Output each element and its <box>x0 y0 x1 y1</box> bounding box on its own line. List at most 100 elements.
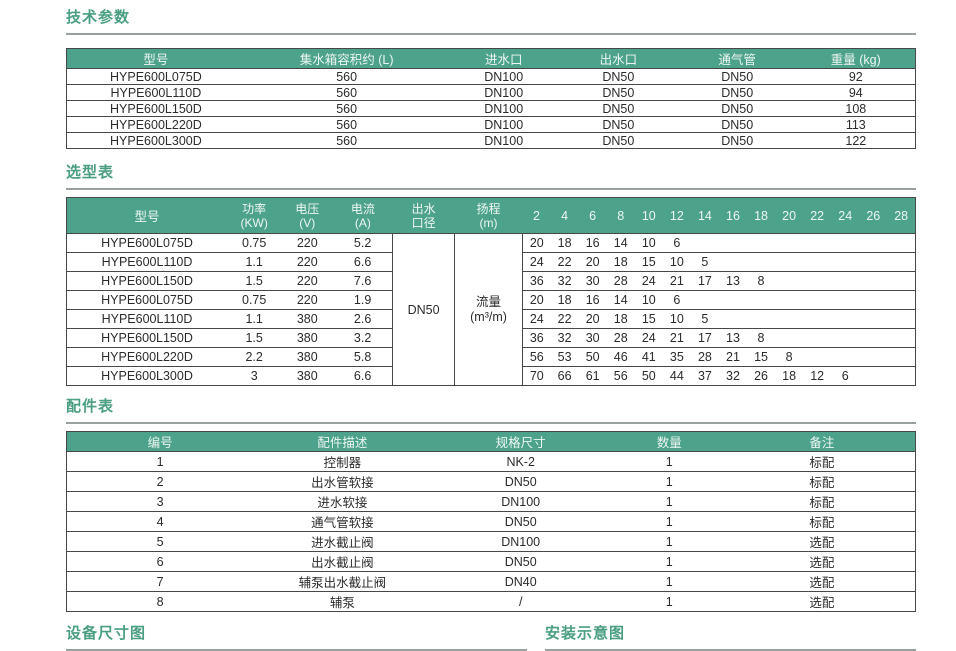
flow-cell <box>803 290 832 310</box>
flow-cell: 14 <box>606 233 635 253</box>
cell-remark: 选配 <box>728 551 916 572</box>
flow-cell: 20 <box>578 309 607 329</box>
column-header: 规格尺寸 <box>431 431 610 452</box>
cell-inlet: DN100 <box>448 100 559 117</box>
cell-remark: 标配 <box>728 511 916 532</box>
section-title-tech-params: 技术参数 <box>66 9 131 26</box>
cell-spec: DN100 <box>431 491 610 512</box>
cell-power: 0.75 <box>227 290 282 310</box>
cell-spec: DN100 <box>431 531 610 552</box>
flow-cell <box>887 309 916 329</box>
flow-cell: 18 <box>550 233 579 253</box>
flow-cell <box>803 271 832 291</box>
cell-current: 7.6 <box>333 271 393 291</box>
flow-cell: 22 <box>550 252 579 272</box>
cell-description: 辅泵出水截止阀 <box>253 571 432 592</box>
flow-cell <box>859 271 888 291</box>
cell-quantity: 1 <box>609 511 729 532</box>
cell-current: 5.2 <box>333 233 393 253</box>
flow-cell: 35 <box>662 347 691 367</box>
cell-inlet: DN100 <box>448 68 559 85</box>
cell-tank-volume: 560 <box>244 100 449 117</box>
cell-model: HYPE600L110D <box>66 84 245 101</box>
column-header: 通气管 <box>677 48 797 69</box>
column-header: 型号 <box>66 48 245 69</box>
flow-cell: 56 <box>606 366 635 386</box>
footer-headings: 设备尺寸图 安装示意图 <box>66 625 916 651</box>
selection-table: 型号 功率 (KW) 电压 (V) 电流 (A) 出水 口径 扬程 (m) 2 4 6 8… <box>66 197 916 386</box>
flow-cell <box>690 233 719 253</box>
flow-cell: 70 <box>522 366 551 386</box>
flow-cell: 22 <box>550 309 579 329</box>
flow-cell: 8 <box>746 271 776 291</box>
column-header: 编号 <box>66 431 254 452</box>
cell-voltage: 380 <box>281 309 334 329</box>
cell-description: 出水管软接 <box>253 471 432 492</box>
cell-tank-volume: 560 <box>244 68 449 85</box>
cell-voltage: 380 <box>281 347 334 367</box>
cell-current: 6.6 <box>333 252 393 272</box>
cell-quantity: 1 <box>609 531 729 552</box>
cell-tank-volume: 560 <box>244 116 449 133</box>
table-row: 4 通气管软接 DN50 1 标配 <box>66 511 916 532</box>
column-header-head-value: 2 <box>522 197 551 234</box>
cell-remark: 选配 <box>728 531 916 552</box>
flow-cell <box>803 252 832 272</box>
cell-current: 3.2 <box>333 328 393 348</box>
flow-cell <box>887 347 916 367</box>
flow-cell: 21 <box>662 328 691 348</box>
flow-cell: 18 <box>550 290 579 310</box>
table-row: 1 控制器 NK-2 1 标配 <box>66 451 916 472</box>
column-header: 进水口 <box>448 48 559 69</box>
cell-inlet: DN100 <box>448 132 559 149</box>
table-row: HYPE600L150D 1.5 220 7.6 36 32 30 28 24 … <box>66 271 916 291</box>
column-header-model: 型号 <box>66 197 227 234</box>
cell-voltage: 220 <box>281 233 334 253</box>
cell-description: 出水截止阀 <box>253 551 432 572</box>
column-header-head-value: 6 <box>578 197 607 234</box>
flow-cell: 20 <box>578 252 607 272</box>
cell-model: HYPE600L220D <box>66 347 227 367</box>
cell-vent: DN50 <box>677 68 797 85</box>
cell-current: 2.6 <box>333 309 393 329</box>
cell-power: 2.2 <box>227 347 282 367</box>
flow-cell <box>831 347 860 367</box>
cell-outlet: DN50 <box>558 116 678 133</box>
flow-cell <box>887 233 916 253</box>
section-title-selection: 选型表 <box>66 164 115 181</box>
flow-cell: 56 <box>522 347 551 367</box>
cell-number: 8 <box>66 591 254 612</box>
table-row: 7 辅泵出水截止阀 DN40 1 选配 <box>66 571 916 592</box>
flow-cell <box>718 233 747 253</box>
merged-cell-flow-label: 流量 (m³/m) <box>454 233 523 386</box>
table-row: 2 出水管软接 DN50 1 标配 <box>66 471 916 492</box>
cell-tank-volume: 560 <box>244 84 449 101</box>
table-row: HYPE600L110D 1.1 220 6.6 24 22 20 18 15 … <box>66 252 916 272</box>
flow-cell: 10 <box>662 309 691 329</box>
flow-cell: 6 <box>662 233 691 253</box>
cell-model: HYPE600L075D <box>66 233 227 253</box>
cell-number: 7 <box>66 571 254 592</box>
cell-spec: DN50 <box>431 511 610 532</box>
flow-cell: 17 <box>690 328 719 348</box>
cell-model: HYPE600L150D <box>66 271 227 291</box>
flow-cell <box>690 290 719 310</box>
table-row: HYPE600L075D 560 DN100 DN50 DN50 92 <box>66 68 916 85</box>
cell-weight: 113 <box>796 116 916 133</box>
cell-spec: / <box>431 591 610 612</box>
flow-cell: 46 <box>606 347 635 367</box>
tech-params-section: 技术参数 型号 集水箱容积约 (L) 进水口 出水口 通气管 重量 (kg) H… <box>66 9 916 149</box>
column-header-outlet-diameter: 出水 口径 <box>392 197 455 234</box>
section-title-accessories: 配件表 <box>66 398 115 415</box>
table-row: HYPE600L150D 1.5 380 3.2 36 32 30 28 24 … <box>66 328 916 348</box>
flow-cell <box>887 366 916 386</box>
flow-cell <box>887 271 916 291</box>
flow-cell: 13 <box>718 271 747 291</box>
column-header-head-value: 26 <box>859 197 888 234</box>
column-header: 集水箱容积约 (L) <box>244 48 449 69</box>
flow-cell <box>775 290 804 310</box>
cell-weight: 92 <box>796 68 916 85</box>
flow-cell <box>718 309 747 329</box>
cell-remark: 选配 <box>728 571 916 592</box>
cell-power: 1.5 <box>227 271 282 291</box>
